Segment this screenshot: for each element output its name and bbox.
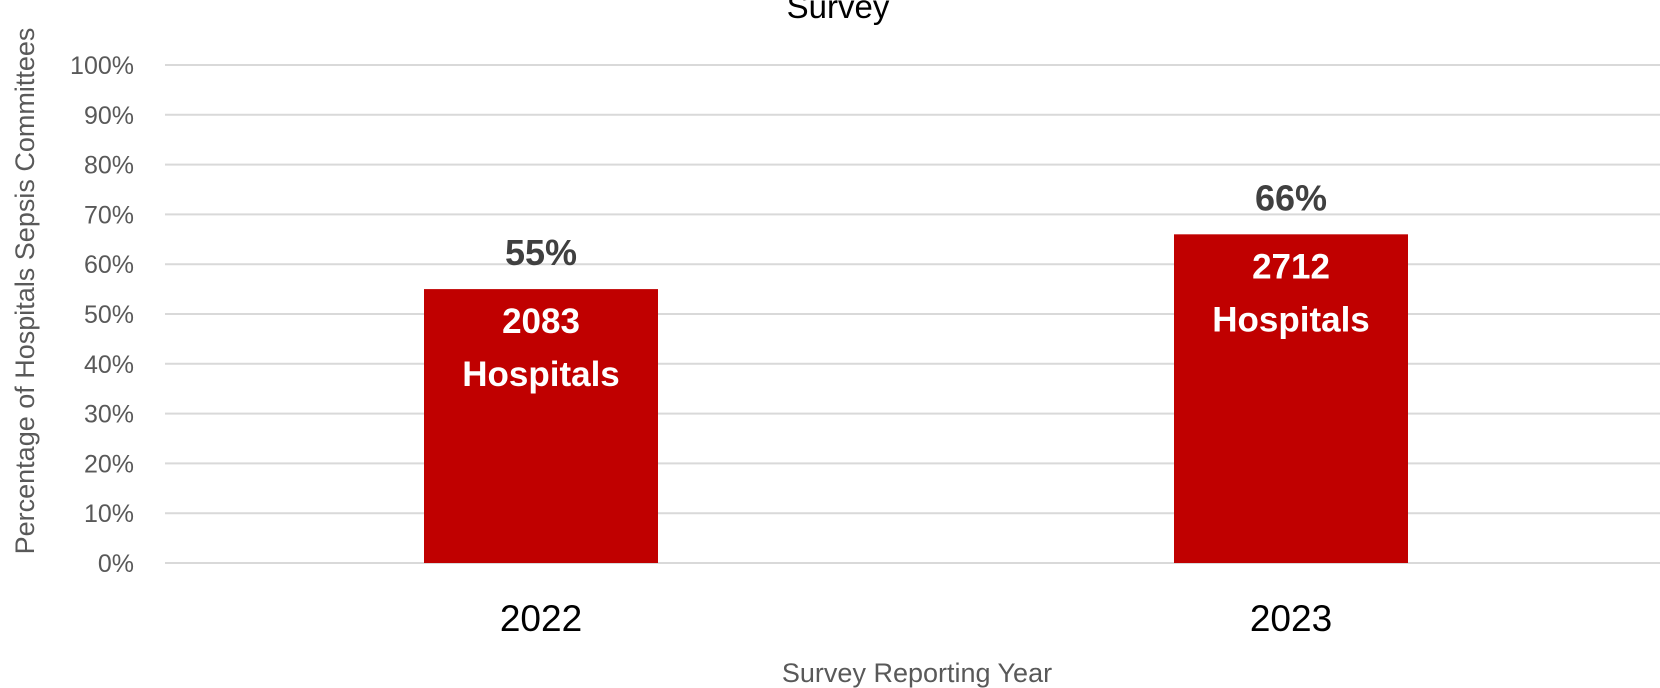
y-tick-label: 10%: [84, 500, 134, 528]
y-axis-ticks: 0% 10% 20% 30% 40% 50% 60% 70% 80% 90% 100%: [70, 52, 134, 578]
y-tick-label: 0%: [98, 550, 134, 578]
bar-annotation-count: 2712: [1252, 247, 1330, 286]
bar-annotation-unit: Hospitals: [462, 355, 620, 394]
x-axis-title: Survey Reporting Year: [782, 658, 1052, 688]
chart-title: Survey: [787, 0, 890, 25]
data-labels: 55% 2083 Hospitals 66% 2712 Hospitals: [462, 177, 1370, 394]
x-axis-ticks: 2022 2023: [500, 598, 1332, 639]
bar-annotation-count: 2083: [502, 302, 580, 341]
y-tick-label: 100%: [70, 52, 134, 80]
y-tick-label: 40%: [84, 351, 134, 379]
y-tick-label: 80%: [84, 152, 134, 180]
value-label: 55%: [505, 232, 577, 273]
y-tick-label: 50%: [84, 301, 134, 329]
bar: [424, 289, 658, 563]
y-tick-label: 20%: [84, 450, 134, 478]
y-tick-label: 70%: [84, 201, 134, 229]
x-tick-label: 2022: [500, 598, 582, 639]
y-axis-title: Percentage of Hospitals Sepsis Committee…: [10, 28, 40, 555]
gridlines: [165, 64, 1660, 564]
y-tick-label: 30%: [84, 401, 134, 429]
y-tick-label: 60%: [84, 251, 134, 279]
bar: [1174, 234, 1408, 563]
x-tick-label: 2023: [1250, 598, 1332, 639]
bars: [424, 234, 1408, 563]
y-tick-label: 90%: [84, 102, 134, 130]
bar-annotation-unit: Hospitals: [1212, 300, 1370, 339]
value-label: 66%: [1255, 177, 1327, 218]
